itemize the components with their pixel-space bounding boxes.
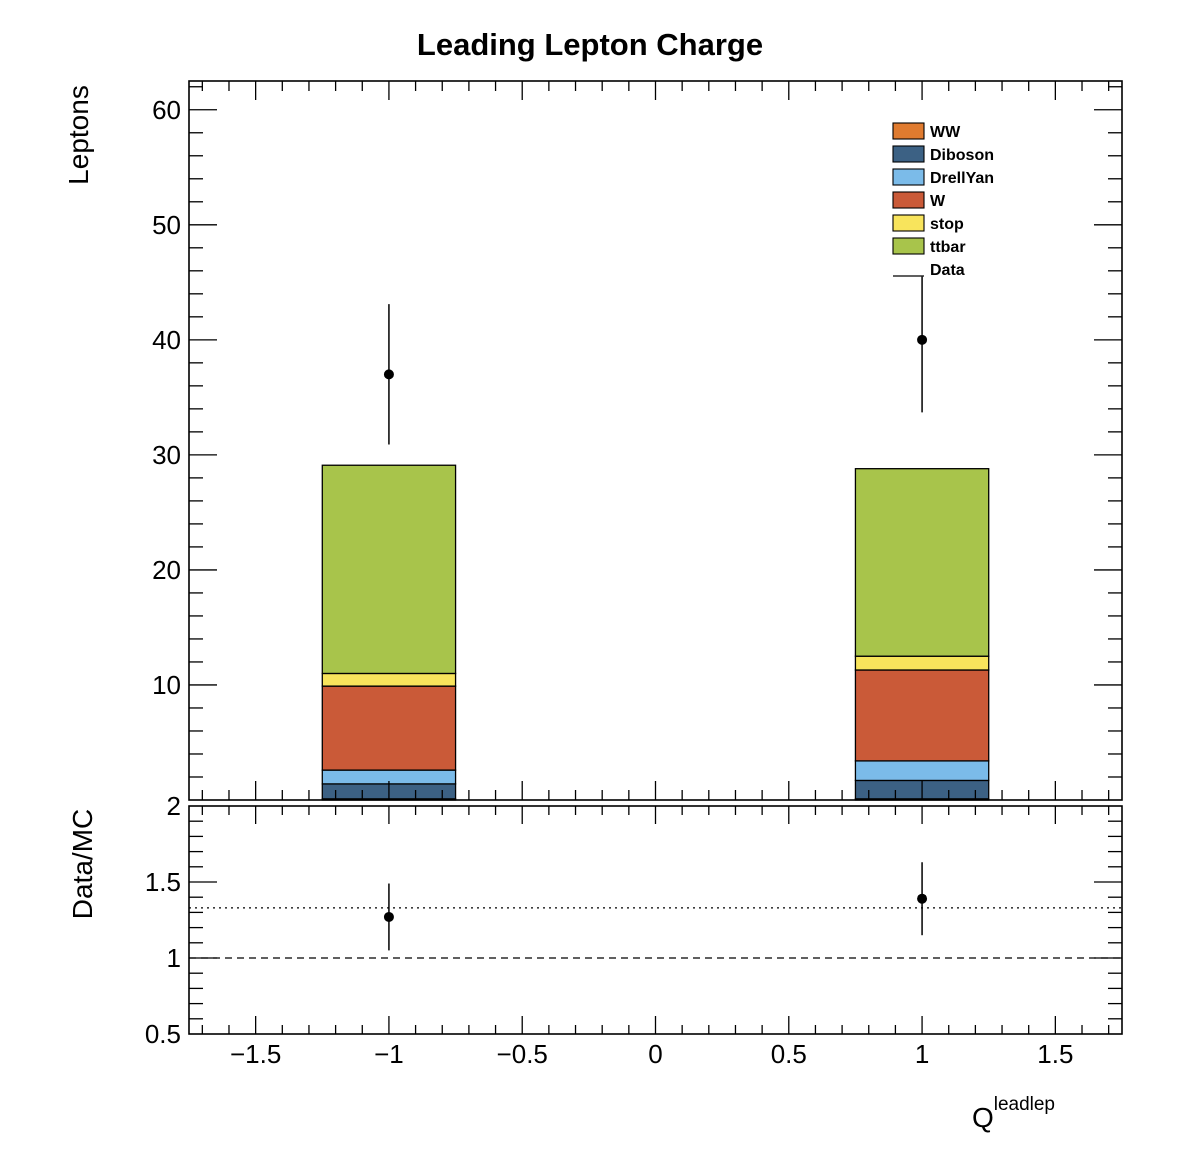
legend-label-ttbar: ttbar xyxy=(930,239,966,256)
main-axis-ticks: 10 20 30 40 50 60 xyxy=(152,81,1122,800)
data-points xyxy=(383,276,928,445)
y-tick-label: 60 xyxy=(152,95,181,125)
legend-swatch-diboson xyxy=(892,145,925,163)
x-tick-label: 0 xyxy=(648,1039,662,1069)
y-tick-label: 20 xyxy=(152,555,181,585)
x-tick-label: 1.5 xyxy=(1037,1039,1073,1069)
x-axis-label-main: Q xyxy=(972,1102,994,1133)
y-tick-label: 30 xyxy=(152,440,181,470)
legend-label-ww: WW xyxy=(930,124,961,141)
x-tick-label: −0.5 xyxy=(497,1039,548,1069)
ratio-axis-ticks: 0.5 1 1.5 2 −1.5 −1 −0.5 0 0.5 1 1.5 xyxy=(145,791,1122,1069)
legend-label-drellyan: DrellYan xyxy=(930,170,994,187)
data-point xyxy=(383,369,394,380)
ratio-y-tick-label: 2 xyxy=(167,791,181,821)
ratio-panel: 0.5 1 1.5 2 −1.5 −1 −0.5 0 0.5 1 1.5 Data/MC Qlead… xyxy=(67,791,1123,1133)
x-axis-label-superscript: leadlep xyxy=(994,1094,1055,1115)
x-tick-label: −1 xyxy=(374,1039,404,1069)
ratio-point xyxy=(383,911,394,922)
y-tick-label: 40 xyxy=(152,325,181,355)
legend-label-stop: stop xyxy=(930,216,964,233)
bar-ttbar xyxy=(321,464,457,675)
x-tick-label: −1.5 xyxy=(230,1039,281,1069)
y-tick-label: 10 xyxy=(152,670,181,700)
ratio-y-axis-label: Data/MC xyxy=(67,809,98,919)
main-plot-frame xyxy=(188,80,1123,801)
ratio-y-tick-label: 1 xyxy=(167,943,181,973)
y-tick-label: 50 xyxy=(152,210,181,240)
chart-title: Leading Lepton Charge xyxy=(417,27,763,62)
bar-drellyan xyxy=(854,760,990,782)
main-panel: 10 20 30 40 50 60 Leptons xyxy=(63,80,1123,801)
data-point xyxy=(917,334,928,345)
x-axis-label: Qleadlep xyxy=(972,1094,1055,1133)
legend-label-diboson: Diboson xyxy=(930,147,994,164)
bar-stop xyxy=(854,655,990,671)
legend-swatch-ttbar xyxy=(892,237,925,255)
bar-ttbar xyxy=(854,468,990,657)
ratio-y-tick-label: 1.5 xyxy=(145,867,181,897)
main-y-axis-label: Leptons xyxy=(63,85,94,185)
ratio-point xyxy=(917,893,928,904)
bar-w xyxy=(321,685,457,771)
x-tick-label: 0.5 xyxy=(771,1039,807,1069)
bar-stop xyxy=(321,672,457,687)
x-tick-label: 1 xyxy=(915,1039,929,1069)
legend-label-data: Data xyxy=(930,262,965,279)
legend-swatch-w xyxy=(892,191,925,209)
legend-swatch-ww xyxy=(892,122,925,140)
legend-label-w: W xyxy=(930,193,946,210)
ratio-plot-frame xyxy=(188,805,1123,1035)
ratio-points xyxy=(383,862,928,951)
ratio-y-tick-label: 0.5 xyxy=(145,1019,181,1049)
legend-swatch-drellyan xyxy=(892,168,925,186)
bar-w xyxy=(854,669,990,762)
legend-swatch-stop xyxy=(892,214,925,232)
